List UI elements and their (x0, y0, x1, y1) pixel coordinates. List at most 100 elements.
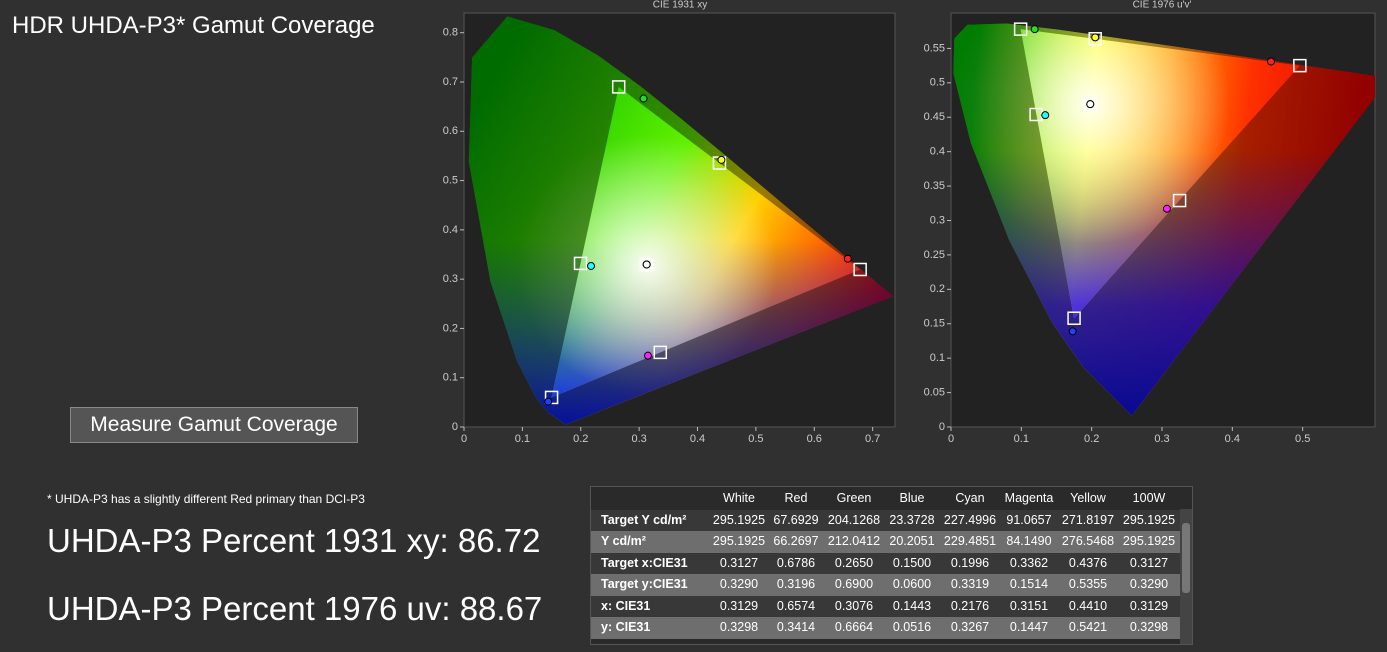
cell: 0.3129 (719, 598, 759, 613)
x-tick-label: 0 (461, 433, 467, 445)
measured-marker (1030, 25, 1039, 34)
measured-marker (587, 261, 596, 270)
markers (1013, 22, 1307, 336)
cell: 0.3362 (1009, 555, 1049, 570)
x-tick-label: 0.4 (690, 433, 705, 445)
x-tick-label: 0.1 (515, 433, 530, 445)
measured-marker (1068, 327, 1077, 336)
y-tick-label: 0.35 (924, 180, 945, 192)
cell: 0.5355 (1068, 577, 1108, 591)
measured-marker (1267, 57, 1276, 66)
header-row: White Red Green Blue Cyan Magenta Yellow 100W (591, 488, 1180, 510)
cell: 0.3290 (719, 577, 759, 591)
cell: 0.6786 (776, 555, 816, 570)
row-label: Y cd/m² (601, 534, 646, 548)
x-tick-label: 0 (948, 433, 954, 445)
table-row: Target y:CIE31 0.3290 0.3196 0.6900 0.0600 0.… (591, 574, 1180, 596)
cell: 0.3151 (1009, 598, 1049, 613)
column-header: 100W (1132, 491, 1166, 505)
target-marker (1088, 32, 1102, 46)
y-tick-label: 0 (452, 421, 458, 433)
y-tick-label: 0.3 (443, 273, 458, 285)
cell: 0.1514 (1009, 577, 1049, 591)
cell: 20.2051 (889, 534, 935, 548)
cell: 0.6664 (834, 620, 874, 634)
y-tick-label: 0.15 (924, 318, 945, 330)
cell: 0.3127 (719, 555, 759, 570)
target-marker (1083, 98, 1098, 112)
x-tick-label: 0.5 (1295, 433, 1310, 445)
y-tick-label: 0.2 (930, 283, 945, 295)
x-tick-label: 0.2 (1084, 433, 1099, 445)
cell: 229.4851 (943, 534, 997, 548)
cell: 91.0657 (1006, 512, 1052, 527)
column-header: Magenta (1004, 491, 1054, 505)
table-row: Target x:CIE31 0.3127 0.6786 0.2650 0.1500 0.… (591, 552, 1180, 574)
cell: 0.3267 (950, 620, 990, 634)
table-row: Target Y cd/m² 295.1925 67.6929 204.1268 23.… (591, 509, 1180, 531)
x-tick-label: 0.5 (748, 433, 763, 445)
cell: 295.1925 (712, 512, 766, 527)
cell: 0.1500 (892, 555, 932, 570)
measured-marker (643, 351, 652, 360)
row-label: Target Y cd/m² (601, 512, 687, 527)
measured-marker (639, 94, 648, 103)
target-marker (653, 345, 668, 360)
table-row: y: CIE31 0.3298 0.3414 0.6664 0.0516 0.3267 0.… (591, 617, 1180, 639)
cell: 0.2176 (950, 598, 990, 613)
cell: 0.6574 (776, 598, 816, 613)
row-label: x: CIE31 (601, 598, 651, 613)
cell: 0.4376 (1068, 555, 1108, 570)
cell: 295.1925 (712, 534, 766, 548)
title: HDR UHDA-P3* Gamut Coverage (12, 12, 375, 39)
cell: 227.4996 (943, 512, 997, 527)
y-tick-label: 0.2 (443, 322, 458, 334)
cell: 276.5468 (1061, 534, 1115, 548)
result-1976: UHDA-P3 Percent 1976 uv: 88.67 (47, 590, 543, 627)
cell: 0.3414 (776, 620, 816, 634)
cell: 0.1443 (892, 598, 932, 613)
target-marker (639, 258, 654, 272)
chart-title: CIE 1976 u'v' (1133, 0, 1192, 11)
y-tick-label: 0.45 (924, 111, 945, 123)
scrollbar[interactable] (1180, 509, 1192, 644)
measured-marker (642, 260, 651, 269)
cell: 67.6929 (773, 512, 819, 527)
table-row: x: CIE31 0.3129 0.6574 0.3076 0.1443 0.2176 0.… (591, 595, 1180, 617)
measured-marker (843, 254, 852, 263)
y-tick-label: 0.8 (443, 27, 458, 39)
measured-marker (1162, 204, 1171, 213)
x-tick-label: 0.3 (631, 433, 646, 445)
data-table: White Red Green Blue Cyan Magenta Yellow 100W Ta… (590, 486, 1193, 645)
footnote: * UHDA-P3 has a slightly different Red p… (47, 492, 365, 506)
y-tick-label: 0.1 (930, 352, 945, 364)
target-marker (1293, 58, 1307, 73)
cell: 0.3076 (834, 598, 874, 613)
y-tick-label: 0 (939, 421, 945, 433)
measured-marker (544, 397, 553, 406)
measured-marker (1091, 33, 1100, 42)
cell: 0.1447 (1009, 620, 1049, 634)
cell: 0.0600 (892, 577, 932, 591)
measured-marker (717, 155, 726, 164)
cell: 0.1996 (950, 555, 990, 570)
measure-button[interactable]: Measure Gamut Coverage (70, 407, 358, 443)
table-row: Y cd/m² 295.1925 66.2697 212.0412 20.2051 229… (591, 531, 1180, 553)
scroll-thumb[interactable] (1182, 523, 1190, 593)
cell: 84.1490 (1006, 534, 1052, 548)
target-marker (573, 256, 588, 271)
x-tick-label: 0.4 (1225, 433, 1240, 445)
cell: 0.3298 (1129, 620, 1169, 634)
y-tick-label: 0.7 (443, 76, 458, 88)
y-tick-label: 0.5 (930, 77, 945, 89)
x-tick-label: 0.1 (1014, 433, 1029, 445)
cell: 0.3129 (1129, 598, 1169, 613)
cell: 23.3728 (889, 512, 935, 527)
column-header: Red (784, 491, 808, 505)
row-label: Target y:CIE31 (601, 577, 688, 591)
y-tick-label: 0.3 (930, 214, 945, 226)
y-tick-label: 0.55 (924, 42, 945, 54)
column-header: White (723, 491, 755, 505)
cell: 0.3196 (776, 577, 816, 591)
